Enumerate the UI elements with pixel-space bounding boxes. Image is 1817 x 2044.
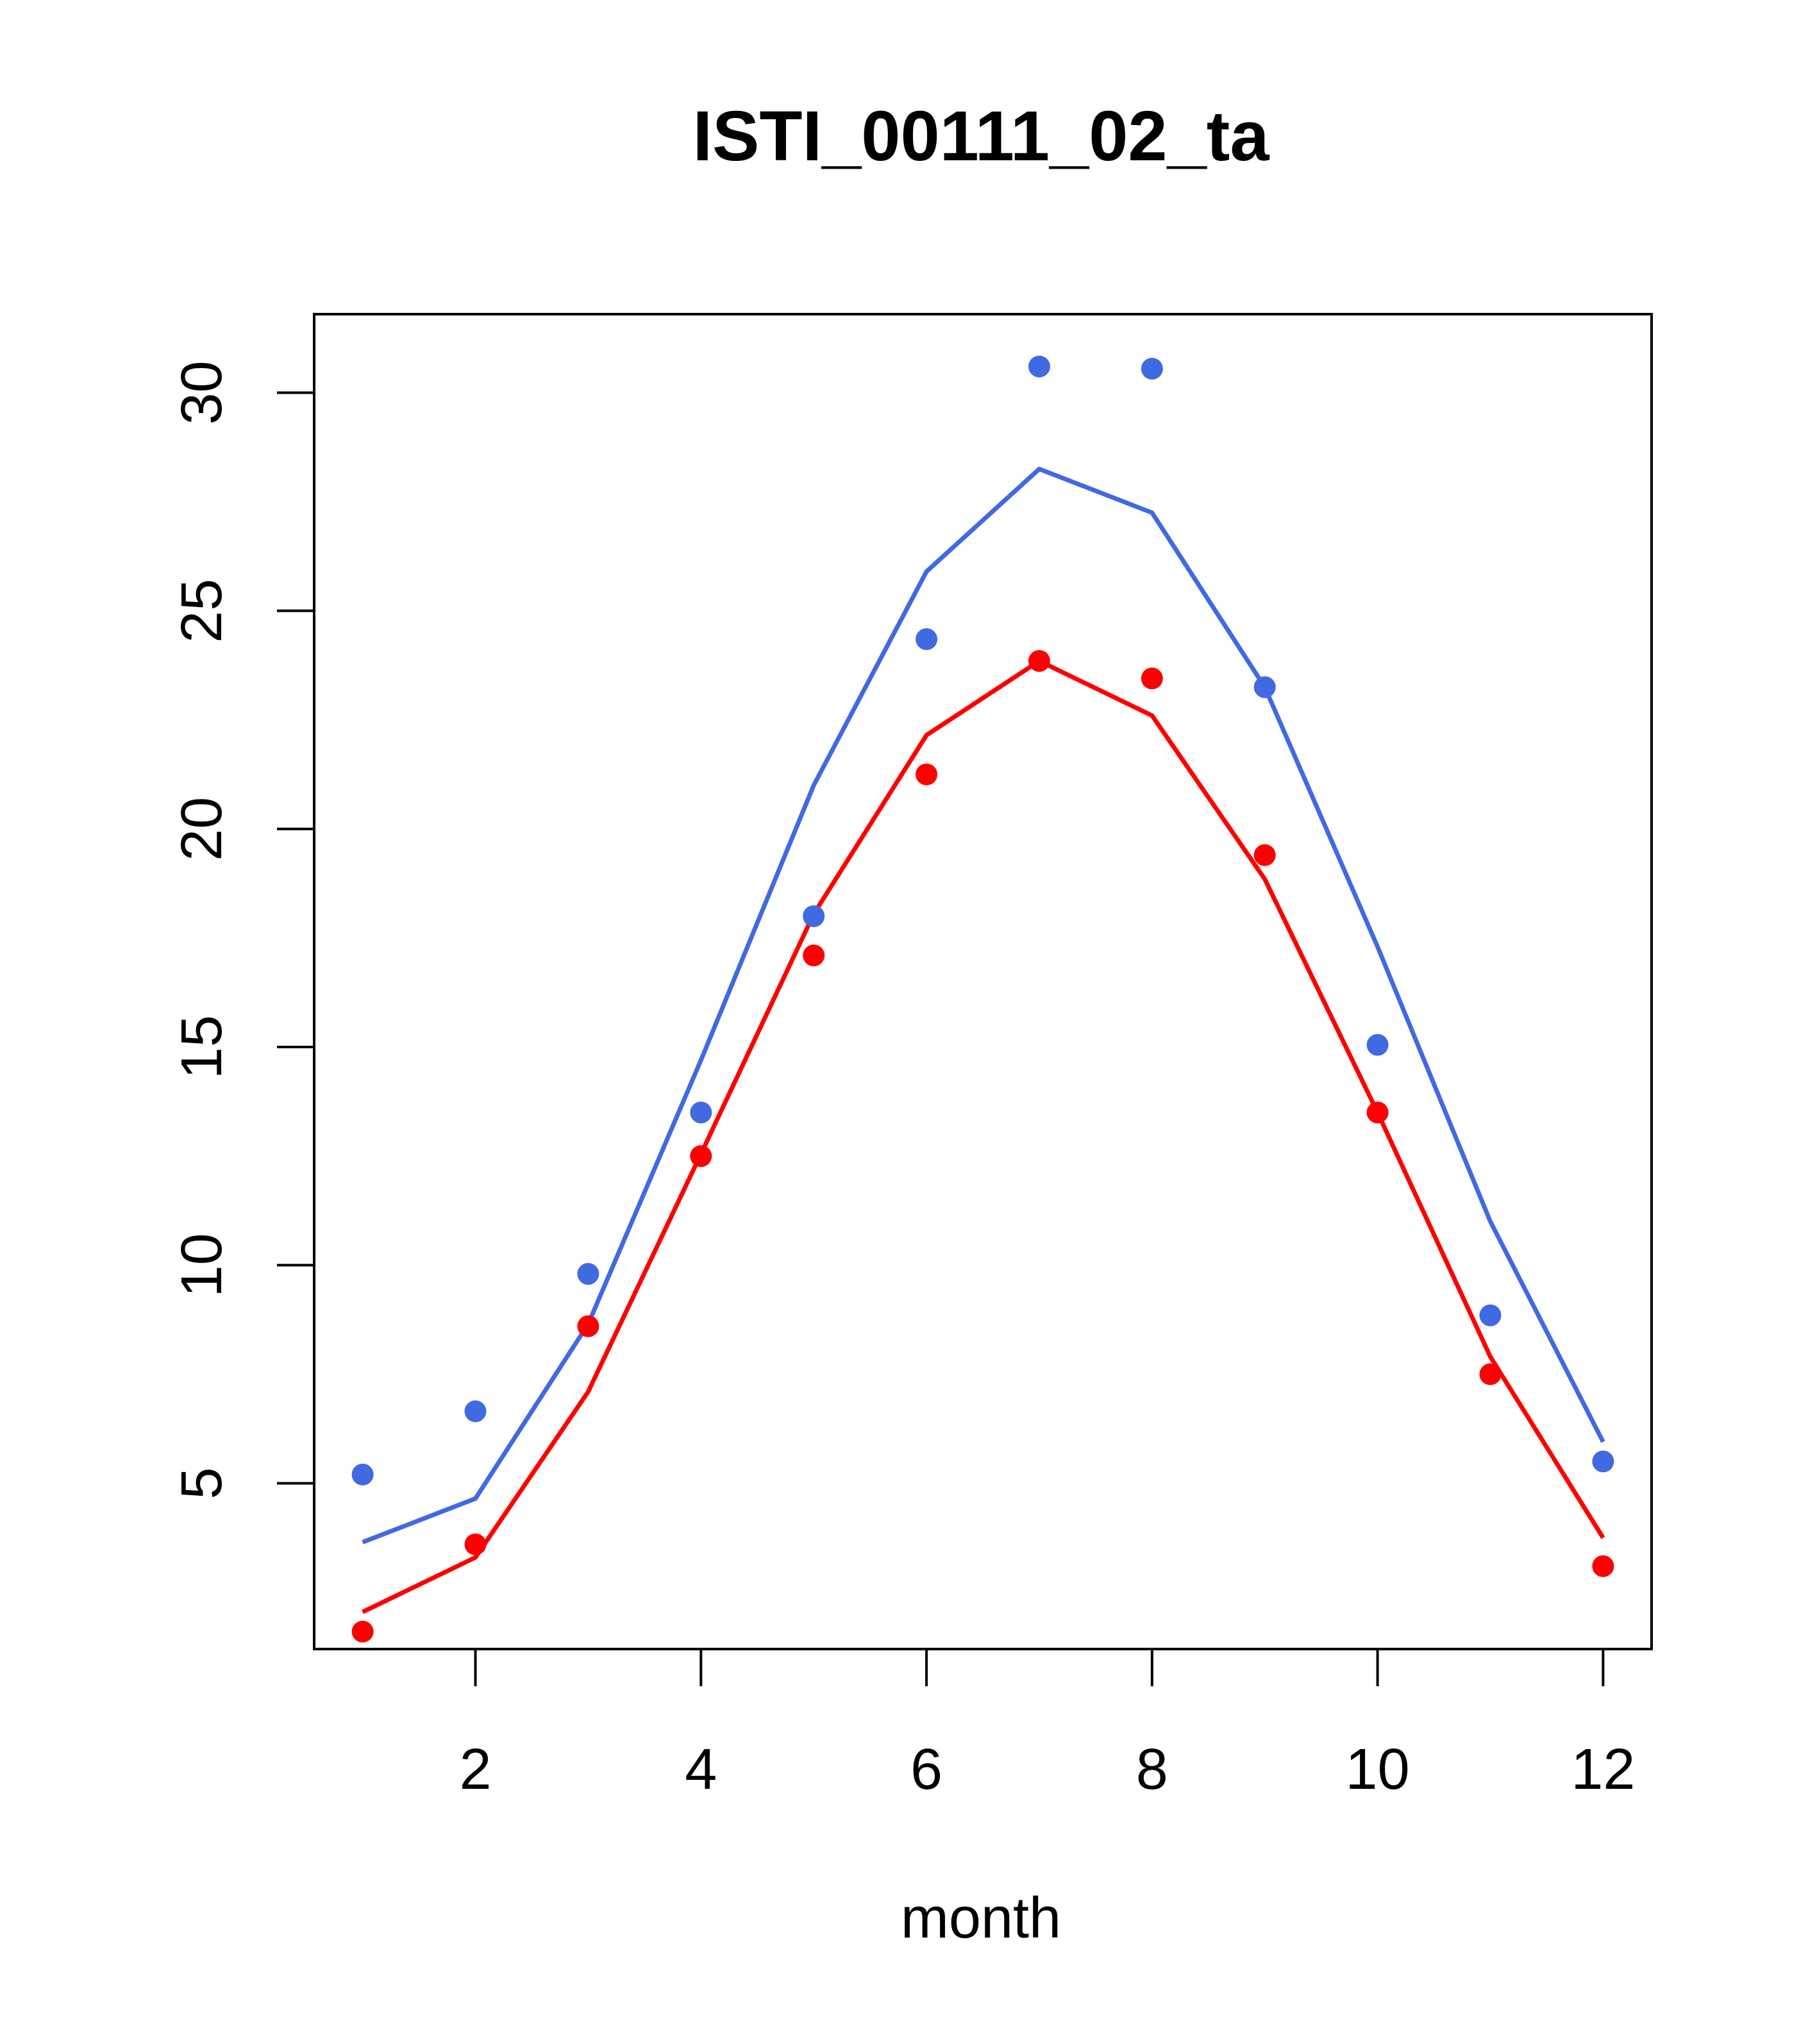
y-tick-label: 20 <box>170 797 234 861</box>
x-tick-label: 2 <box>459 1738 491 1802</box>
x-tick-label: 4 <box>685 1738 717 1802</box>
y-tick-label: 25 <box>170 579 234 643</box>
series-1-point <box>577 1262 599 1285</box>
x-axis-label: month <box>901 1886 1061 1950</box>
series-1-point <box>1592 1450 1614 1473</box>
series-2-point <box>1366 1102 1389 1124</box>
series-1-point <box>351 1463 374 1486</box>
y-tick-label: 15 <box>170 1015 234 1079</box>
plot-frame <box>313 313 1653 1650</box>
y-tick-label: 10 <box>170 1233 234 1297</box>
x-tick-label: 12 <box>1571 1738 1635 1802</box>
series-1-point <box>916 628 938 650</box>
series-2-point <box>577 1315 599 1337</box>
series-1-point <box>464 1400 487 1423</box>
series-2-line <box>362 658 1605 1614</box>
series-1-point <box>690 1102 712 1124</box>
series-2-point <box>351 1620 374 1643</box>
series-1-point <box>1479 1304 1502 1327</box>
series-2-point <box>690 1145 712 1168</box>
y-axis: 5 10 15 20 25 30 <box>170 360 314 1499</box>
series-2-point <box>1141 667 1163 690</box>
series-2-point <box>1253 844 1276 866</box>
x-tick-label: 8 <box>1136 1738 1168 1802</box>
series-1-point <box>1141 358 1163 380</box>
series-1-line <box>362 467 1605 1545</box>
y-tick-label: 5 <box>170 1467 234 1499</box>
y-tick-label: 30 <box>170 360 234 424</box>
series-points <box>351 355 1614 1643</box>
series-2-point <box>1592 1555 1614 1577</box>
series-1-point <box>1028 355 1050 378</box>
x-axis: 2 4 6 8 10 12 <box>459 1649 1635 1802</box>
series-2-point <box>464 1533 487 1555</box>
chart-title: ISTI_00111_02_ta <box>692 97 1269 176</box>
series-2-point <box>916 763 938 785</box>
series-1-point <box>803 905 825 927</box>
series-2-point <box>1028 649 1050 672</box>
x-tick-label: 6 <box>910 1738 942 1802</box>
x-tick-label: 10 <box>1346 1738 1410 1802</box>
series-2-point <box>1479 1363 1502 1386</box>
series-2-point <box>803 944 825 967</box>
series-1-point <box>1366 1034 1389 1056</box>
series-lines <box>362 467 1605 1614</box>
series-1-point <box>1253 676 1276 698</box>
